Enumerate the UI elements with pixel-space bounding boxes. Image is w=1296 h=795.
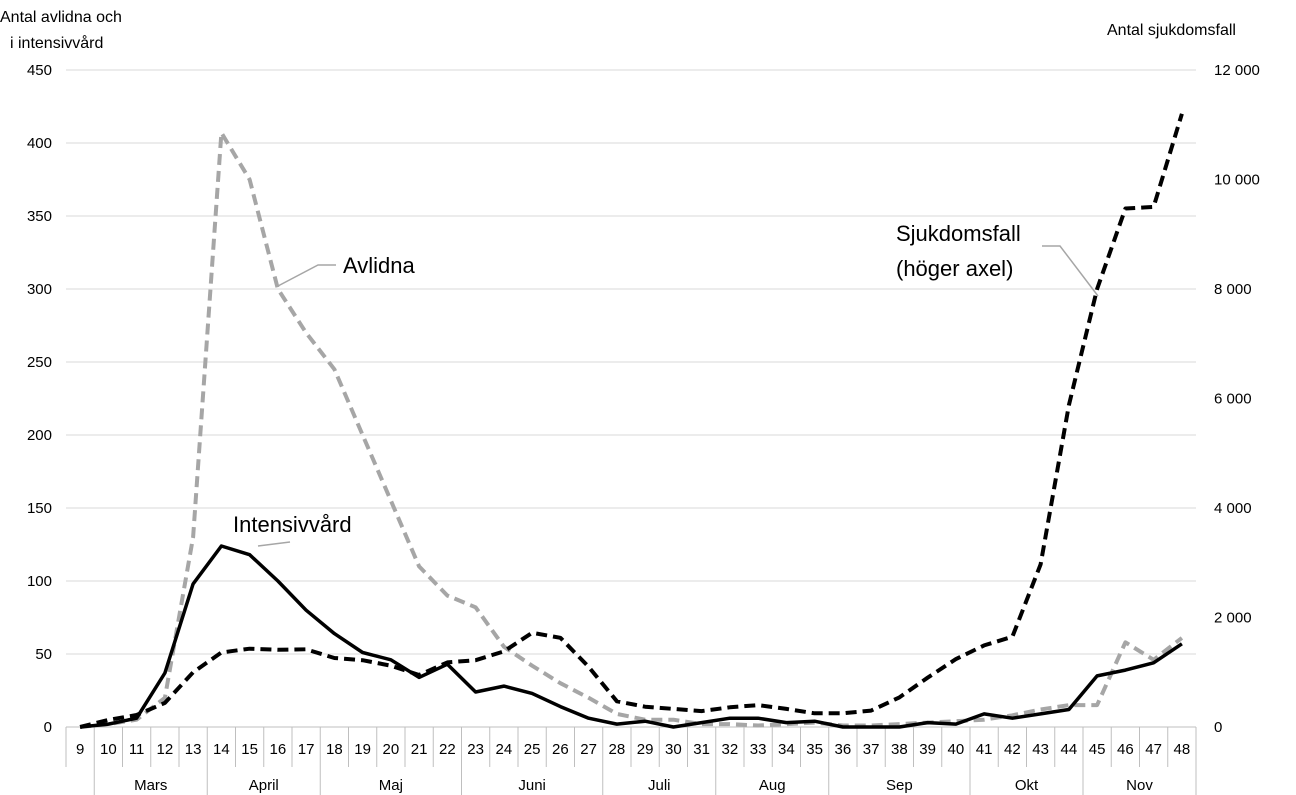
x-tick-label: 29 bbox=[637, 741, 654, 758]
x-tick-label: 14 bbox=[213, 741, 230, 758]
x-tick-label: 31 bbox=[693, 741, 710, 758]
x-tick-label: 25 bbox=[524, 741, 541, 758]
x-tick-label: 30 bbox=[665, 741, 682, 758]
y-axis-left: 0 50 100 150 200 250 300 350 400 450 bbox=[27, 62, 52, 736]
x-axis: 9 10 11 12 13 14 15 16 17 18 19 20 21 22 23 24 25 26 27 28 2… bbox=[65, 726, 1197, 795]
x-tick-label: 22 bbox=[439, 741, 456, 758]
x-tick-label: 13 bbox=[185, 741, 202, 758]
x-tick-label: 32 bbox=[722, 741, 739, 758]
avlidna-annotation: Avlidna bbox=[343, 253, 416, 278]
series-line-sjukdomsfall bbox=[79, 113, 1184, 729]
x-tick-label: 16 bbox=[270, 741, 287, 758]
sjukdomsfall-leader-line bbox=[1042, 245, 1099, 297]
x-tick-label: 10 bbox=[100, 741, 117, 758]
y-left-tick-label: 300 bbox=[27, 281, 52, 298]
y-left-tick-label: 400 bbox=[27, 135, 52, 152]
y-right-tick-label: 8 000 bbox=[1214, 281, 1252, 298]
y-left-tick-label: 150 bbox=[27, 500, 52, 517]
y-left-tick-label: 100 bbox=[27, 573, 52, 590]
y-axis-right: 0 2 000 4 000 6 000 8 000 10 000 12 000 bbox=[1214, 62, 1260, 736]
x-tick-label: 17 bbox=[298, 741, 315, 758]
x-tick-label: 44 bbox=[1061, 741, 1078, 758]
y-left-tick-label: 200 bbox=[27, 427, 52, 444]
sjukdomsfall-annotation-line1: Sjukdomsfall bbox=[896, 221, 1021, 246]
x-tick-label: 20 bbox=[383, 741, 400, 758]
month-label: Mars bbox=[134, 777, 167, 794]
y-right-tick-label: 10 000 bbox=[1214, 172, 1260, 189]
x-tick-label: 28 bbox=[609, 741, 626, 758]
gridlines bbox=[66, 69, 1196, 728]
y-right-tick-label: 2 000 bbox=[1214, 610, 1252, 627]
y-left-tick-label: 250 bbox=[27, 354, 52, 371]
y-right-title: Antal sjukdomsfall bbox=[1107, 22, 1236, 39]
month-label: Sep bbox=[886, 777, 913, 794]
y-right-tick-label: 6 000 bbox=[1214, 391, 1252, 408]
month-label: Okt bbox=[1015, 777, 1039, 794]
x-tick-label: 15 bbox=[241, 741, 258, 758]
x-tick-label: 35 bbox=[806, 741, 823, 758]
y-left-title-line2: i intensivvård bbox=[10, 34, 103, 52]
sjukdomsfall-annotation-line2: (höger axel) bbox=[896, 256, 1013, 281]
x-tick-label: 33 bbox=[750, 741, 767, 758]
x-tick-label: 45 bbox=[1089, 741, 1106, 758]
x-tick-label: 38 bbox=[891, 741, 908, 758]
y-left-tick-label: 50 bbox=[35, 646, 52, 663]
x-tick-label: 47 bbox=[1145, 741, 1162, 758]
x-tick-label: 37 bbox=[863, 741, 880, 758]
x-tick-label: 12 bbox=[157, 741, 174, 758]
x-tick-label: 9 bbox=[76, 741, 84, 758]
x-tick-label: 34 bbox=[778, 741, 795, 758]
x-tick-label: 40 bbox=[948, 741, 965, 758]
y-right-tick-label: 12 000 bbox=[1214, 62, 1260, 79]
x-tick-label: 46 bbox=[1117, 741, 1134, 758]
y-right-tick-label: 4 000 bbox=[1214, 500, 1252, 517]
x-tick-label: 24 bbox=[496, 741, 513, 758]
avlidna-leader-line bbox=[277, 264, 336, 287]
x-tick-label: 42 bbox=[1004, 741, 1021, 758]
y-right-tick-label: 0 bbox=[1214, 719, 1222, 736]
x-tick-label: 19 bbox=[354, 741, 371, 758]
x-tick-label: 41 bbox=[976, 741, 993, 758]
month-label: April bbox=[249, 777, 279, 794]
x-tick-label: 48 bbox=[1174, 741, 1191, 758]
x-tick-label: 11 bbox=[129, 741, 145, 758]
y-left-tick-label: 350 bbox=[27, 208, 52, 225]
intensivvard-annotation: Intensivvård bbox=[233, 512, 352, 537]
month-label: Maj bbox=[379, 777, 403, 794]
x-tick-label: 18 bbox=[326, 741, 343, 758]
x-tick-label: 43 bbox=[1032, 741, 1049, 758]
series-lines bbox=[79, 113, 1184, 729]
x-tick-label: 36 bbox=[835, 741, 852, 758]
month-label: Nov bbox=[1126, 777, 1153, 794]
series-line-intensivvard bbox=[79, 544, 1183, 729]
month-label: Juni bbox=[518, 777, 546, 794]
y-left-tick-label: 0 bbox=[44, 719, 52, 736]
x-tick-label: 26 bbox=[552, 741, 569, 758]
y-left-title-line1: Antal avlidna och bbox=[0, 9, 122, 26]
intensivvard-leader-line bbox=[257, 541, 291, 547]
y-left-tick-label: 450 bbox=[27, 62, 52, 79]
x-tick-label: 39 bbox=[919, 741, 936, 758]
x-tick-label: 27 bbox=[580, 741, 597, 758]
x-tick-label: 23 bbox=[467, 741, 484, 758]
month-label: Juli bbox=[648, 777, 671, 794]
x-tick-label: 21 bbox=[411, 741, 428, 758]
month-label: Aug bbox=[759, 777, 786, 794]
